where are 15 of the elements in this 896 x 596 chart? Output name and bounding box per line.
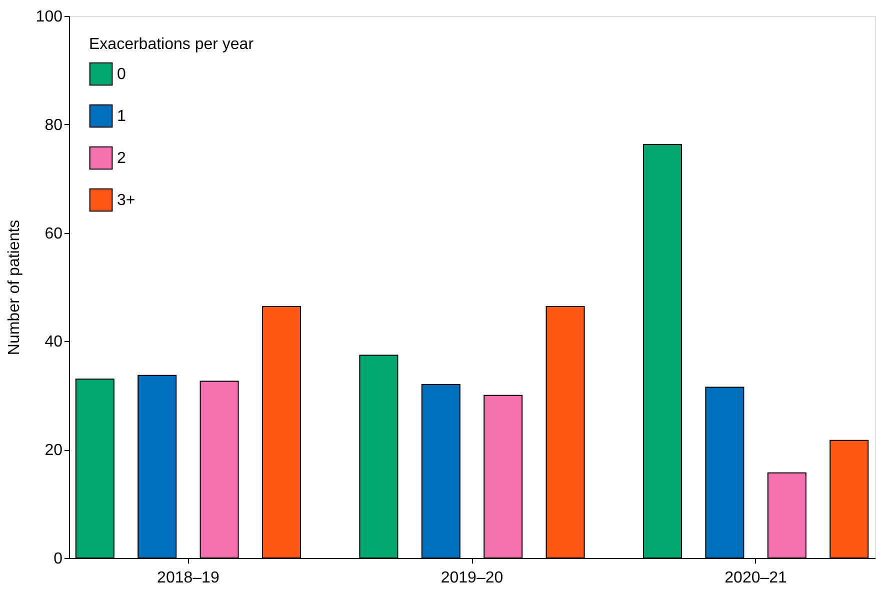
x-tick-label: 2018–19 (157, 570, 220, 586)
y-tick-label: 0 (54, 550, 63, 568)
y-axis-title: Number of patients (6, 220, 23, 356)
y-tick-label: 80 (44, 116, 63, 134)
y-tick-label: 20 (44, 442, 63, 460)
x-tick-label: 2020–21 (724, 570, 788, 586)
x-tick-label: 2019–20 (440, 570, 504, 586)
y-tick-label: 60 (44, 225, 63, 242)
legend-title: Exacerbations per year (89, 36, 254, 53)
legend-label: 0 (117, 66, 126, 83)
legend-label: 1 (117, 108, 126, 125)
y-tick-label: 40 (44, 334, 63, 351)
y-tick-label: 100 (36, 8, 63, 26)
legend-label: 3+ (117, 192, 136, 209)
legend-label: 2 (117, 150, 126, 167)
